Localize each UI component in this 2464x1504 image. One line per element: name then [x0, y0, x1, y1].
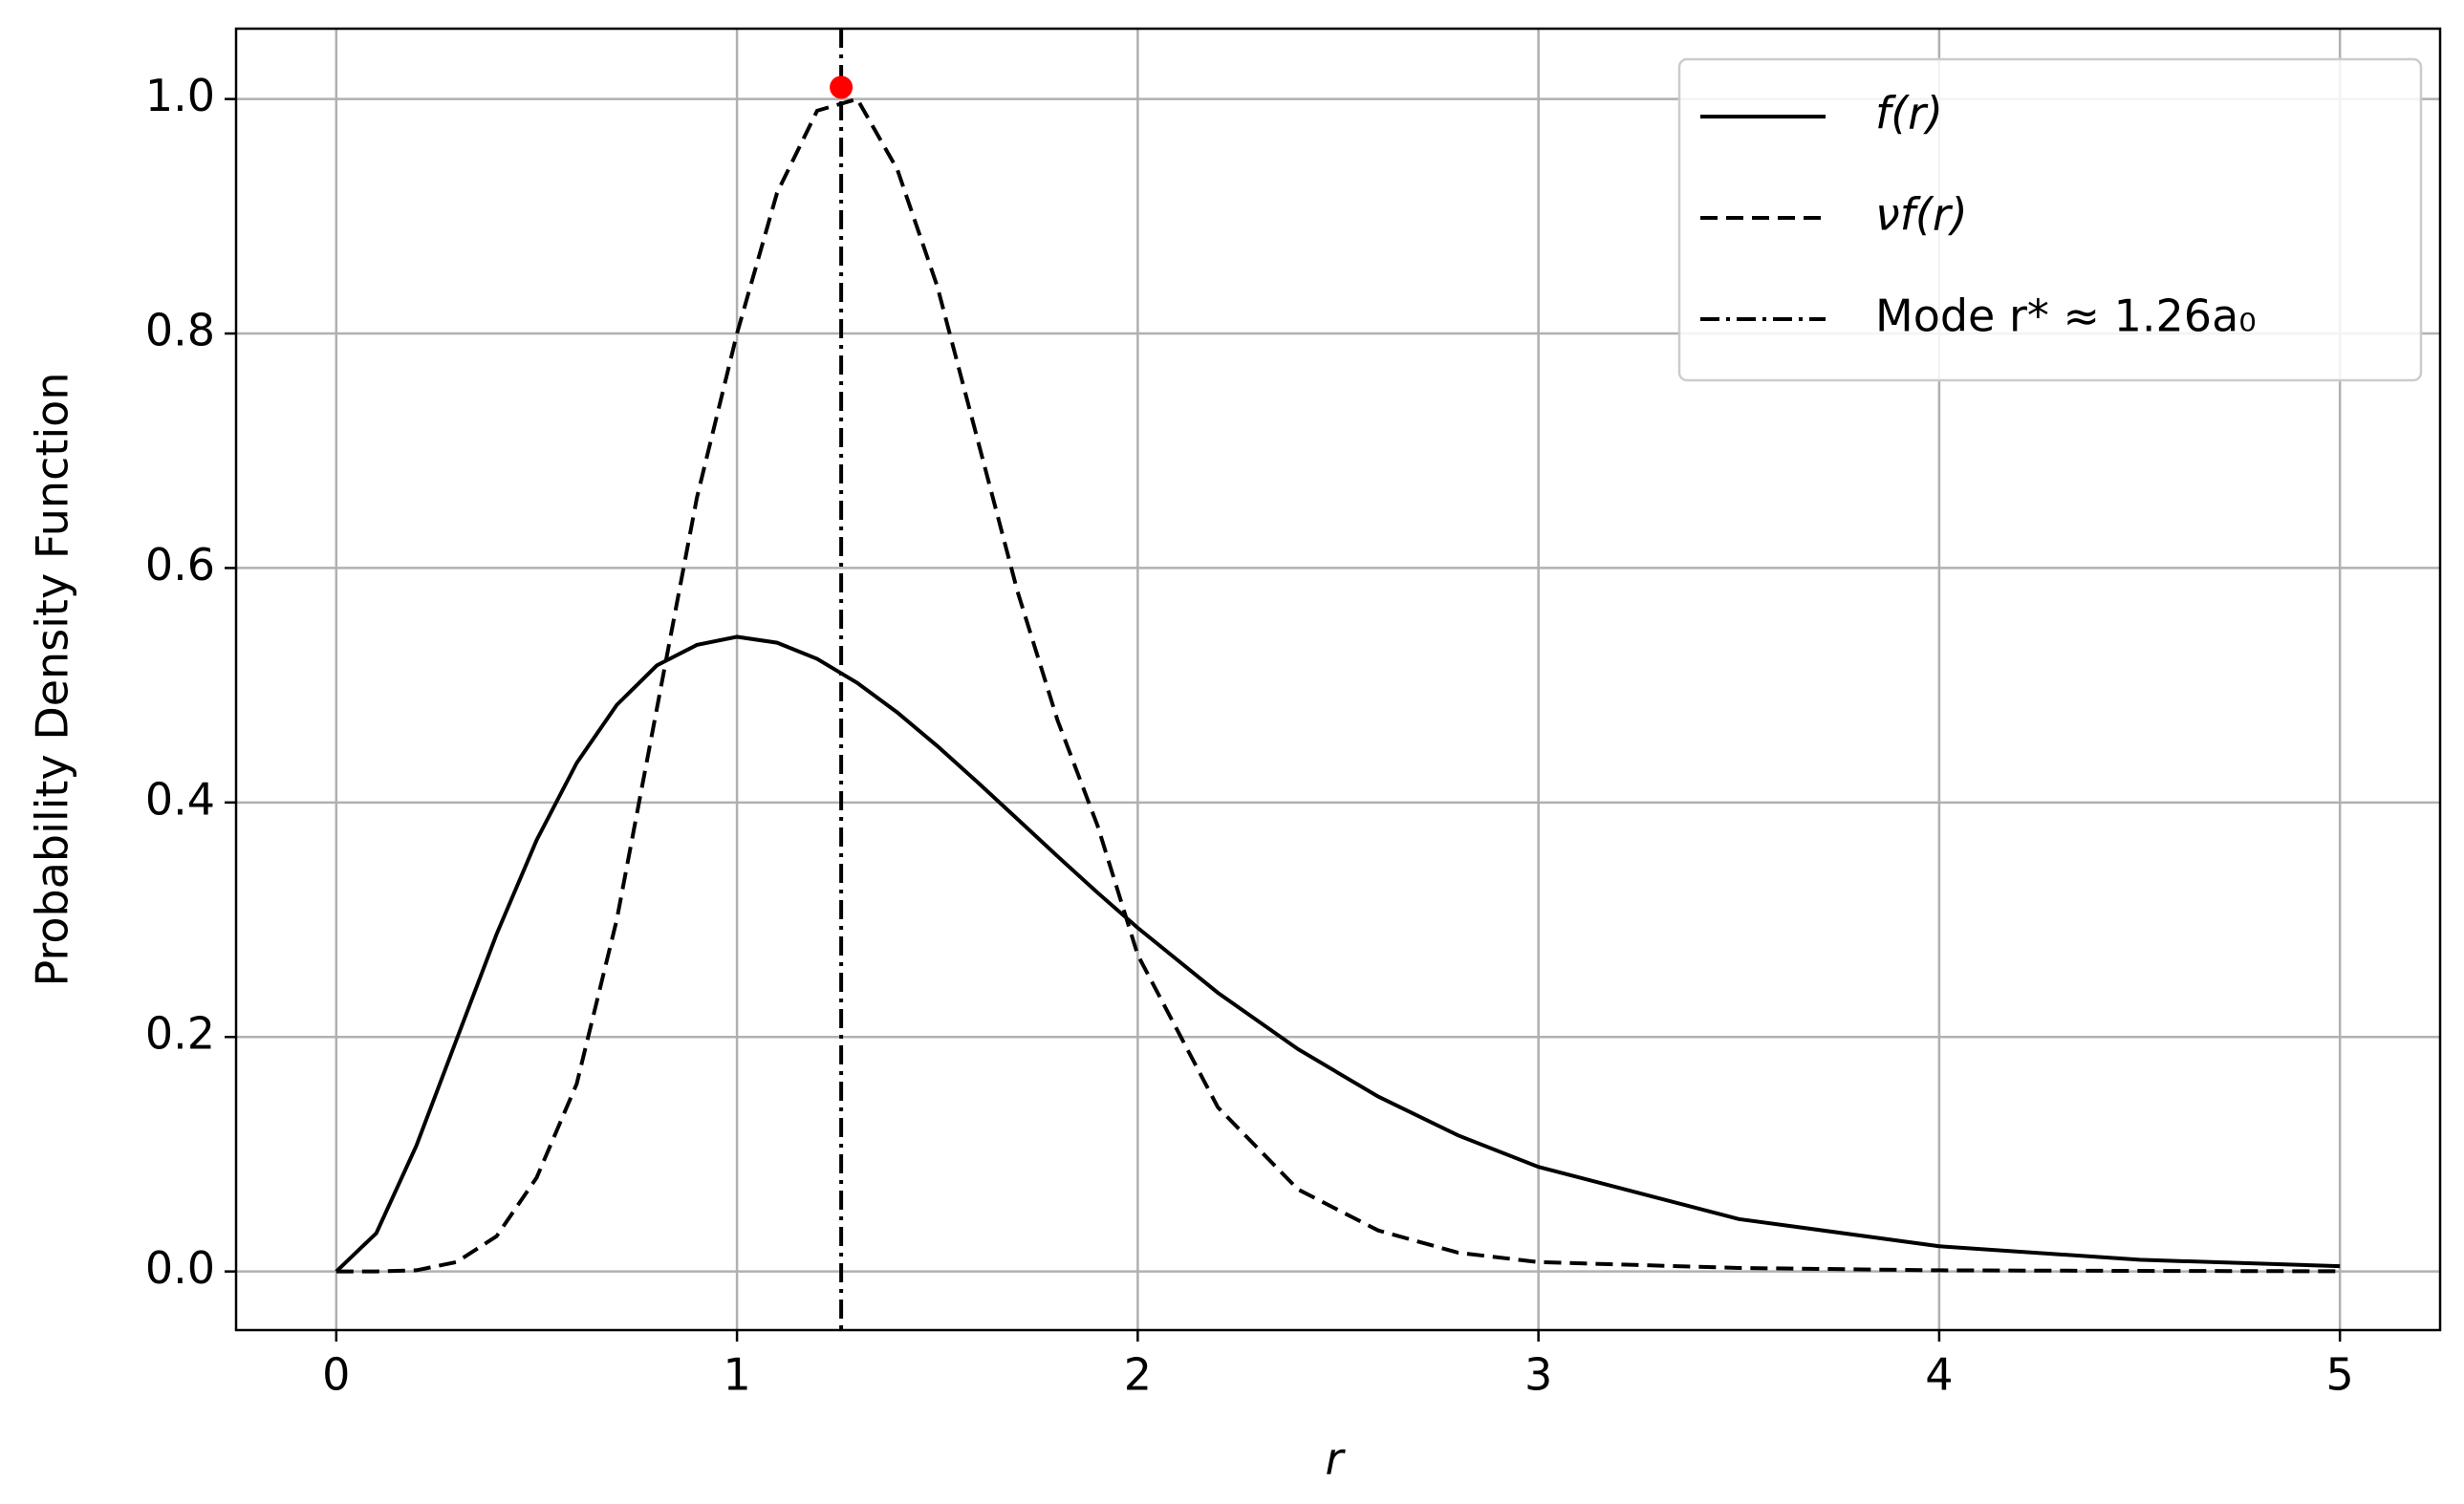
y-axis-label: Probability Density Function [27, 373, 78, 987]
legend-box [1677, 57, 2423, 382]
mode-point [830, 75, 854, 99]
x-axis-label: r [1326, 1433, 1347, 1485]
legend-label: f(r) [1875, 88, 1943, 140]
y-tick-label: 0.0 [145, 1242, 215, 1294]
x-tick-label: 0 [322, 1349, 350, 1401]
x-tick-label: 1 [723, 1349, 750, 1401]
legend-label: Mode r* ≈ 1.26a₀ [1875, 290, 2257, 342]
x-tick-label: 4 [1925, 1349, 1953, 1401]
x-tick-label: 5 [2326, 1349, 2354, 1401]
y-tick-label: 0.6 [145, 539, 215, 591]
x-tick-label: 2 [1124, 1349, 1152, 1401]
y-tick-label: 0.4 [145, 773, 215, 825]
y-tick-label: 1.0 [145, 70, 215, 121]
y-tick-label: 0.8 [145, 305, 215, 356]
x-tick-label: 3 [1524, 1349, 1552, 1401]
legend-label: νf(r) [1875, 189, 1968, 241]
plot-frame [234, 27, 2442, 1332]
y-tick-label: 0.2 [145, 1008, 215, 1060]
series-line [335, 634, 2341, 1274]
series-line [335, 97, 2341, 1274]
